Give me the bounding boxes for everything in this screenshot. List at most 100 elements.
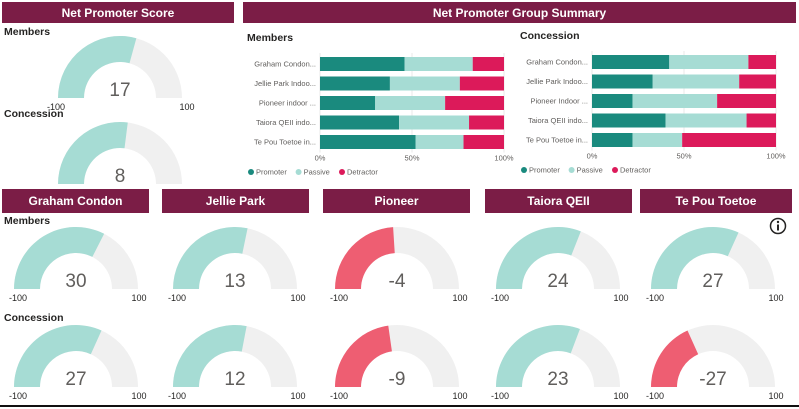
category-label: Te Pou Toetoe in... bbox=[526, 136, 588, 145]
gauge-fill bbox=[496, 226, 581, 289]
members-stacked-bar-chart: 0% 50% 100% Graham Condon... Jellie Park Ind… bbox=[248, 53, 514, 177]
taiora-qeii-members-gauge: 24 -100 100 bbox=[491, 226, 629, 303]
graham-condon-members-gauge: 30 -100 100 bbox=[9, 227, 147, 303]
x-tick-label: 50% bbox=[676, 152, 691, 161]
bar-segment-passive bbox=[669, 55, 749, 69]
legend-marker bbox=[612, 167, 618, 173]
gauge-value: 27 bbox=[702, 271, 723, 292]
category-label: Pioneer Indoor ... bbox=[530, 97, 588, 106]
legend-marker bbox=[568, 167, 575, 173]
gauge-value: 27 bbox=[65, 369, 86, 390]
x-tick-label: 100% bbox=[494, 154, 514, 163]
gauge-max-label: 100 bbox=[290, 391, 305, 401]
gauge-max-label: 100 bbox=[613, 293, 628, 303]
legend-label: Detractor bbox=[620, 166, 651, 175]
gauge-value: -9 bbox=[389, 369, 406, 390]
sites-members-label: Members bbox=[4, 215, 51, 227]
category-label: Pioneer indoor ... bbox=[259, 99, 316, 108]
gauge-min-label: -100 bbox=[330, 391, 348, 401]
bar-segment-passive bbox=[399, 115, 470, 130]
nps-members-label: Members bbox=[4, 26, 51, 38]
bar-segment-detractor bbox=[739, 74, 776, 89]
gauge-min-label: -100 bbox=[491, 391, 509, 401]
gauge-min-label: -100 bbox=[168, 391, 186, 401]
gauge-fill bbox=[335, 325, 392, 387]
graham-condon-concession-gauge: 27 -100 100 bbox=[9, 325, 147, 401]
pioneer-concession-gauge: -9 -100 100 bbox=[330, 325, 468, 401]
gauge-fill bbox=[651, 330, 699, 387]
bar-segment-passive bbox=[404, 57, 473, 71]
bar-segment-promoter bbox=[320, 135, 416, 149]
x-tick-label: 100% bbox=[766, 152, 786, 161]
bar-segment-passive bbox=[375, 96, 446, 110]
gauge-min-label: -100 bbox=[491, 293, 509, 303]
bar-segment-promoter bbox=[320, 115, 400, 130]
bar-segment-passive bbox=[665, 113, 747, 128]
gauge-fill bbox=[14, 325, 102, 387]
group-summary-header: Net Promoter Group Summary bbox=[243, 2, 796, 23]
taiora-qeii-concession-gauge: 23 -100 100 bbox=[491, 325, 629, 401]
nps-members-gauge: 17 -100 100 bbox=[47, 36, 195, 112]
gauge-max-label: 100 bbox=[131, 391, 146, 401]
category-label: Taiora QEII indo... bbox=[256, 118, 316, 127]
summary-members-label: Members bbox=[247, 32, 294, 44]
gauge-value: 8 bbox=[115, 166, 126, 187]
jellie-park-members-gauge: 13 -100 100 bbox=[168, 227, 306, 303]
legend-label: Promoter bbox=[256, 168, 287, 177]
gauge-value: 13 bbox=[224, 271, 245, 292]
category-label: Jellie Park Indoo... bbox=[254, 79, 316, 88]
bar-segment-promoter bbox=[320, 96, 376, 110]
gauge-fill bbox=[496, 325, 580, 387]
gauge-value: 24 bbox=[547, 271, 569, 292]
bottom-border bbox=[0, 405, 799, 407]
x-tick-label: 0% bbox=[315, 154, 326, 163]
bar-segment-detractor bbox=[463, 135, 504, 149]
gauge-min-label: -100 bbox=[9, 391, 27, 401]
bar-segment-promoter bbox=[320, 76, 390, 91]
gauge-fill bbox=[58, 36, 137, 98]
bar-segment-promoter bbox=[592, 113, 666, 128]
legend-marker bbox=[295, 169, 302, 175]
legend-label: Detractor bbox=[347, 168, 378, 177]
x-tick-label: 50% bbox=[404, 154, 419, 163]
bar-segment-passive bbox=[652, 74, 740, 89]
bar-segment-promoter bbox=[592, 94, 633, 108]
bar-segment-detractor bbox=[445, 96, 504, 110]
gauge-min-label: -100 bbox=[646, 391, 664, 401]
category-label: Graham Condon... bbox=[254, 60, 316, 69]
gauge-value: 12 bbox=[224, 369, 245, 390]
site-header-pioneer: Pioneer bbox=[323, 189, 470, 213]
legend-marker bbox=[521, 167, 527, 173]
gauge-max-label: 100 bbox=[179, 102, 194, 112]
jellie-park-concession-gauge: 12 -100 100 bbox=[168, 325, 306, 401]
bar-segment-promoter bbox=[320, 57, 405, 71]
category-label: Taiora QEII indo... bbox=[528, 116, 588, 125]
gauge-value: 23 bbox=[547, 369, 568, 390]
gauge-fill bbox=[173, 325, 247, 387]
nps-concession-label: Concession bbox=[4, 108, 64, 120]
summary-concession-label: Concession bbox=[520, 30, 580, 42]
nps-header: Net Promoter Score bbox=[2, 2, 234, 23]
gauge-fill bbox=[173, 227, 248, 289]
te-pou-toetoe-members-gauge: 27 -100 100 bbox=[646, 227, 784, 303]
gauge-min-label: -100 bbox=[9, 293, 27, 303]
site-header-taiora-qeii: Taiora QEII bbox=[485, 189, 632, 213]
x-tick-label: 0% bbox=[587, 152, 598, 161]
category-label: Jellie Park Indoo... bbox=[526, 77, 588, 86]
site-header-graham-condon: Graham Condon bbox=[2, 189, 149, 213]
gauge-fill bbox=[651, 227, 739, 289]
bar-segment-detractor bbox=[746, 113, 776, 128]
gauge-min-label: -100 bbox=[168, 293, 186, 303]
info-icon[interactable] bbox=[769, 217, 787, 235]
bar-segment-detractor bbox=[469, 115, 504, 130]
gauge-max-label: 100 bbox=[131, 293, 146, 303]
gauge-max-label: 100 bbox=[768, 293, 783, 303]
gauge-max-label: 100 bbox=[768, 391, 783, 401]
pioneer-members-gauge: -4 -100 100 bbox=[330, 227, 468, 303]
gauge-max-label: 100 bbox=[613, 391, 628, 401]
te-pou-toetoe-concession-gauge: -27 -100 100 bbox=[646, 325, 784, 401]
bar-segment-detractor bbox=[472, 57, 504, 71]
sites-concession-label: Concession bbox=[4, 312, 64, 324]
category-label: Graham Condon... bbox=[526, 58, 588, 67]
legend-label: Passive bbox=[304, 168, 330, 177]
